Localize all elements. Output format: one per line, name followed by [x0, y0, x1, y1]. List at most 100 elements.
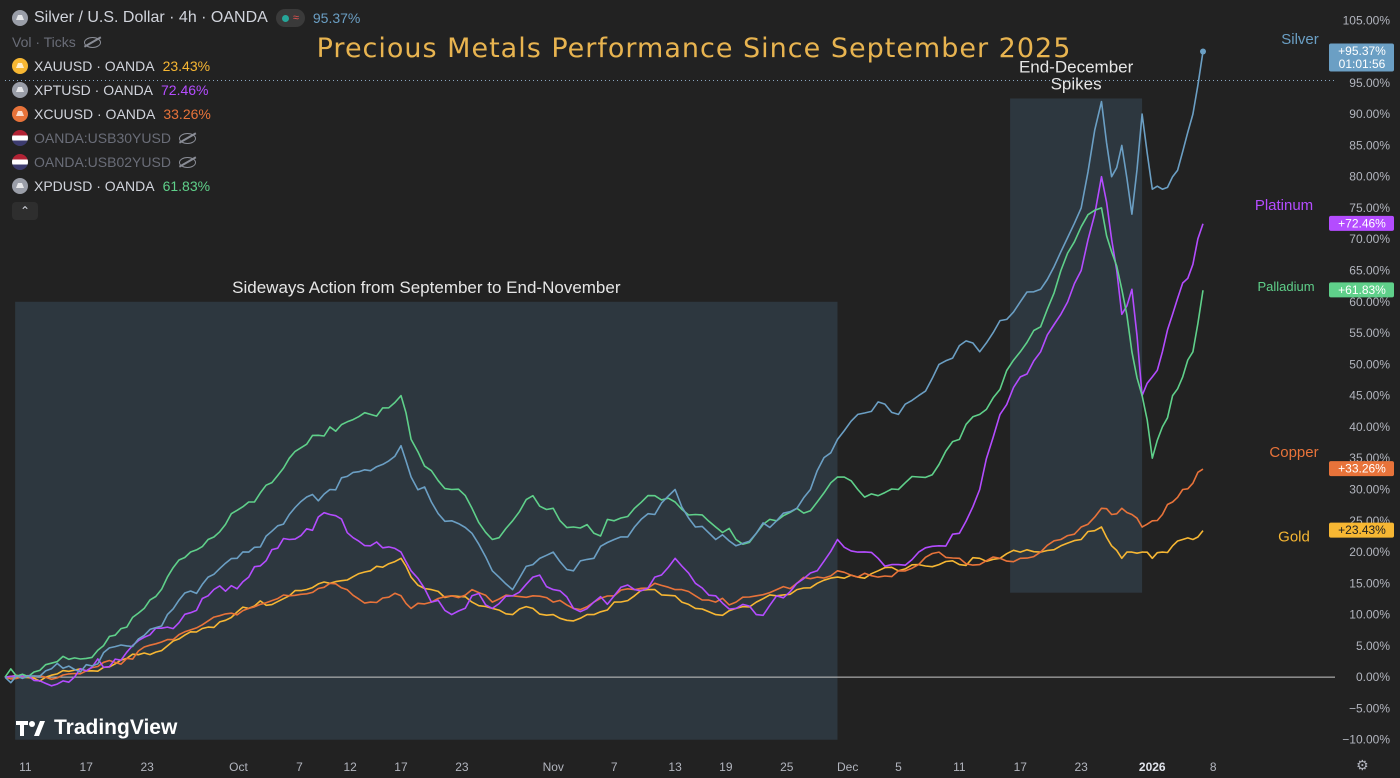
y-tick-label: 80.00% [1349, 170, 1390, 184]
us-flag-icon [12, 154, 28, 170]
compare-symbol-label: XPDUSD · OANDA [34, 178, 155, 194]
y-tick-label: 30.00% [1349, 482, 1390, 496]
value-label-box [1329, 282, 1394, 298]
market-status-badge[interactable]: ≈ [275, 9, 305, 27]
metal-symbol-icon [12, 58, 28, 74]
series-line-copper [4, 468, 1204, 681]
compare-row[interactable]: OANDA:USB02YUSD [12, 150, 360, 174]
axis-layer: −10.00% −5.00% 0.00% 5.00% 10.00% 15.00% 20.00… [19, 13, 1390, 774]
series-name-label: Platinum [1255, 197, 1313, 214]
x-tick-label: 13 [668, 760, 682, 774]
x-tick-label: 5 [895, 760, 902, 774]
y-tick-label: 60.00% [1349, 295, 1390, 309]
y-tick-label: 5.00% [1356, 639, 1390, 653]
annotation-layer: Sideways Action from September to End-No… [15, 57, 1143, 740]
series-name-label: Gold [1278, 528, 1310, 545]
wave-icon: ≈ [292, 11, 299, 24]
y-tick-label: 0.00% [1356, 670, 1390, 684]
metal-symbol-icon [12, 82, 28, 98]
x-tick-label: 25 [780, 760, 794, 774]
status-dot-icon [281, 14, 289, 22]
y-tick-label: −5.00% [1349, 701, 1390, 715]
compare-symbol-label: OANDA:USB02YUSD [34, 154, 171, 170]
countdown-label-text: 01:01:56 [1339, 57, 1386, 71]
y-tick-label: 15.00% [1349, 576, 1390, 590]
value-label-text: +61.83% [1338, 283, 1386, 297]
x-tick-label: 23 [140, 760, 154, 774]
main-symbol-row[interactable]: Silver / U.S. Dollar · 4h · OANDA ≈ 95.3… [12, 6, 360, 30]
chart-title: Precious Metals Performance Since Septem… [317, 33, 1072, 64]
compare-symbol-label: XCUUSD · OANDA [34, 106, 156, 122]
hidden-eye-icon[interactable] [83, 36, 101, 48]
silver-symbol-icon [12, 10, 28, 26]
annotation-label-line2: Spikes [1051, 74, 1102, 93]
annotation-label: Sideways Action from September to End-No… [232, 278, 621, 297]
silver-end-dot [1200, 48, 1207, 55]
compare-row[interactable]: XCUUSD · OANDA 33.26% [12, 102, 360, 126]
main-symbol-label: Silver / U.S. Dollar · 4h · OANDA [34, 9, 268, 26]
y-tick-label: 90.00% [1349, 107, 1390, 121]
y-tick-label: 45.00% [1349, 389, 1390, 403]
compare-row[interactable]: XPTUSD · OANDA 72.46% [12, 78, 360, 102]
y-tick-label: 55.00% [1349, 326, 1390, 340]
compare-row[interactable]: XAUUSD · OANDA 23.43% [12, 54, 360, 78]
compare-change-value: 33.26% [163, 106, 211, 122]
value-label-box [1329, 522, 1394, 538]
compare-change-value: 72.46% [161, 82, 209, 98]
value-label-box [1329, 461, 1394, 477]
metal-symbol-icon [12, 178, 28, 194]
x-tick-label: 7 [611, 760, 618, 774]
main-change-value: 95.37% [312, 10, 361, 26]
value-label-text: +33.26% [1338, 462, 1386, 476]
value-label-text: +95.37% [1338, 44, 1386, 58]
series-line-silver [4, 51, 1204, 684]
compare-row[interactable]: XPDUSD · OANDA 61.83% [12, 174, 360, 198]
hidden-eye-icon[interactable] [178, 156, 196, 168]
hidden-eye-icon[interactable] [178, 132, 196, 144]
tradingview-logo-icon [16, 718, 46, 738]
series-line-platinum [4, 175, 1204, 687]
value-label-box [1329, 43, 1394, 72]
x-tick-label: 17 [394, 760, 408, 774]
x-tick-label: Nov [543, 760, 564, 774]
compare-change-value: 61.83% [162, 178, 211, 194]
volume-label: Vol · Ticks [12, 34, 76, 50]
x-tick-label: 17 [1014, 760, 1028, 774]
settings-gear-icon[interactable]: ⚙ [1356, 757, 1369, 773]
value-label-text: +72.46% [1338, 216, 1386, 230]
volume-row[interactable]: Vol · Ticks [12, 30, 360, 54]
x-tick-label: 11 [953, 760, 966, 774]
x-tick-label: 7 [296, 760, 303, 774]
logo-text: TradingView [54, 716, 178, 739]
x-tick-label: Oct [229, 760, 248, 774]
x-tick-label: 17 [80, 760, 94, 774]
metal-symbol-icon [12, 106, 28, 122]
annotation-box [15, 301, 838, 740]
y-tick-label: 70.00% [1349, 232, 1390, 246]
value-label-text: +23.43% [1338, 523, 1386, 537]
compare-row[interactable]: OANDA:USB30YUSD [12, 126, 360, 150]
y-tick-label: 10.00% [1349, 608, 1390, 622]
y-tick-label: 40.00% [1349, 420, 1390, 434]
y-tick-label: 20.00% [1349, 545, 1390, 559]
collapse-legend-button[interactable]: ⌃ [12, 202, 38, 220]
x-tick-label: 23 [1075, 760, 1089, 774]
label-layer: Precious Metals Performance Since Septem… [317, 31, 1394, 545]
annotation-box [1010, 98, 1143, 593]
x-tick-label: 12 [344, 760, 358, 774]
y-tick-label: 65.00% [1349, 264, 1390, 278]
y-tick-label: 50.00% [1349, 357, 1390, 371]
x-tick-label: 19 [719, 760, 733, 774]
x-tick-label: 11 [19, 760, 32, 774]
x-tick-label: 2026 [1139, 760, 1166, 774]
series-layer [4, 48, 1207, 687]
compare-symbol-label: XAUUSD · OANDA [34, 58, 155, 74]
series-line-palladium [4, 207, 1204, 678]
chevron-up-icon: ⌃ [19, 204, 31, 218]
compare-symbol-label: OANDA:USB30YUSD [34, 130, 171, 146]
y-tick-label: 75.00% [1349, 201, 1390, 215]
series-name-label: Palladium [1257, 279, 1314, 294]
x-tick-label: 23 [455, 760, 469, 774]
annotation-label-line1: End-December [1019, 57, 1134, 76]
